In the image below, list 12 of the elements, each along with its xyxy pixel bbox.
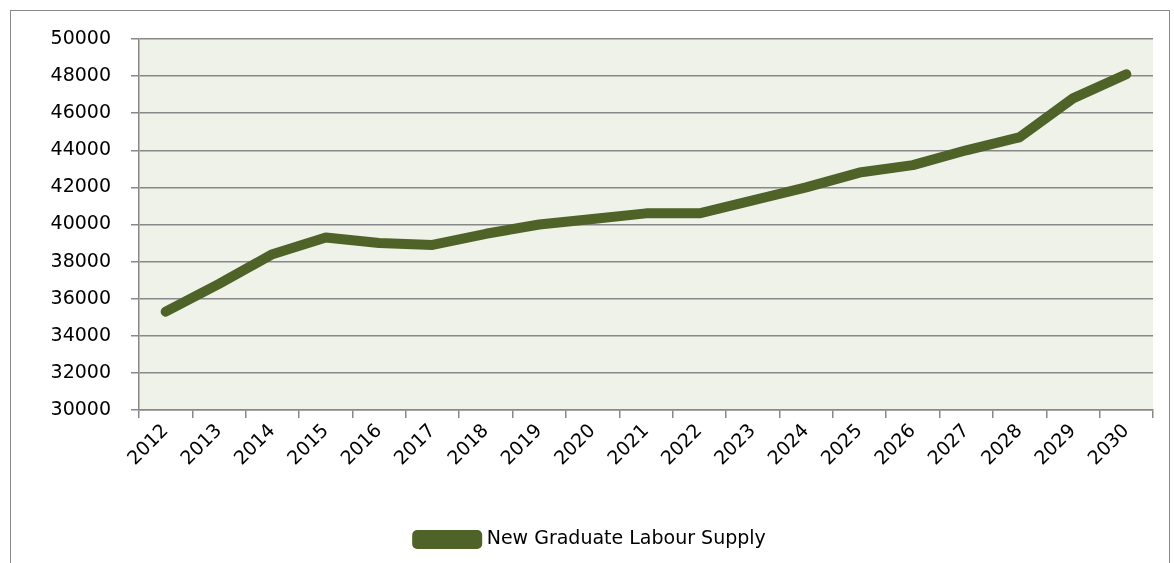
y-tick-label: 42000	[50, 174, 111, 197]
y-tick-label: 30000	[50, 396, 111, 419]
y-tick-label: 34000	[50, 322, 111, 345]
y-tick-label: 50000	[50, 25, 111, 48]
y-tick-label: 48000	[50, 63, 111, 86]
y-tick-label: 32000	[50, 359, 111, 382]
y-tick-label: 40000	[50, 211, 111, 234]
y-tick-label: 46000	[50, 100, 111, 123]
y-tick-label: 38000	[50, 248, 111, 271]
legend-label: New Graduate Labour Supply	[486, 526, 766, 549]
y-tick-label: 44000	[50, 137, 111, 160]
y-tick-label: 36000	[50, 285, 111, 308]
